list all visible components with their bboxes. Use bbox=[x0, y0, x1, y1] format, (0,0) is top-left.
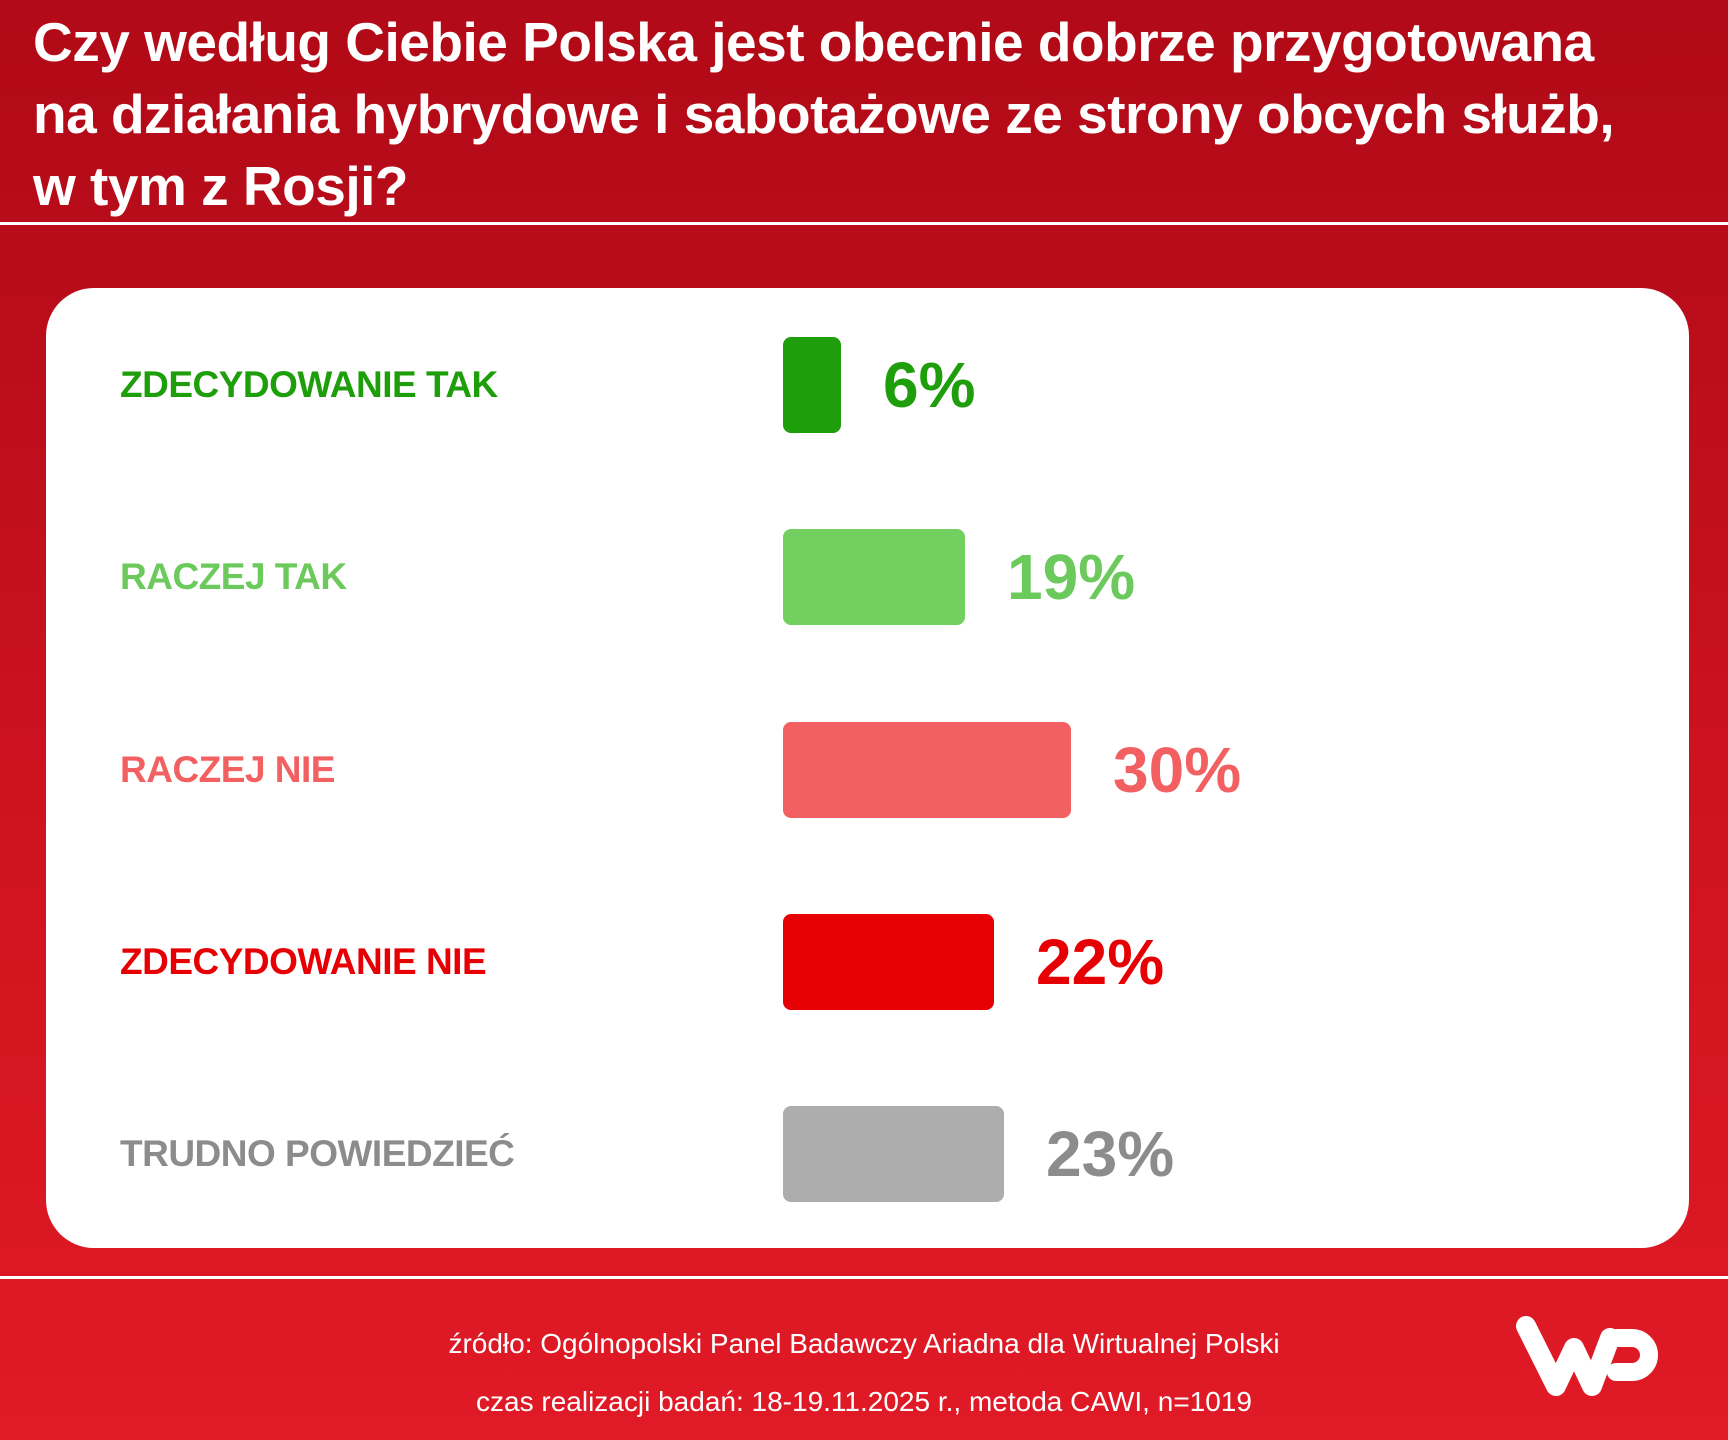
bar bbox=[783, 337, 841, 433]
title-line-3: w tym z Rosji? bbox=[33, 155, 409, 217]
bar bbox=[783, 914, 994, 1010]
value-label: 6% bbox=[883, 349, 976, 421]
footer: źródło: Ogólnopolski Panel Badawczy Aria… bbox=[0, 1315, 1728, 1431]
bar bbox=[783, 1106, 1004, 1202]
category-label: ZDECYDOWANIE TAK bbox=[120, 364, 498, 405]
wp-logo-icon bbox=[1512, 1312, 1658, 1402]
value-label: 23% bbox=[1046, 1118, 1175, 1190]
title-line-1: Czy według Ciebie Polska jest obecnie do… bbox=[33, 11, 1594, 73]
category-label: TRUDNO POWIEDZIEĆ bbox=[120, 1133, 515, 1174]
footer-divider bbox=[0, 1276, 1728, 1279]
bar-row: ZDECYDOWANIE TAK 6% bbox=[46, 337, 1689, 433]
chart-card: ZDECYDOWANIE TAK 6% RACZEJ TAK 19% RACZE… bbox=[46, 288, 1689, 1248]
chart-title: Czy według Ciebie Polska jest obecnie do… bbox=[33, 6, 1713, 222]
category-label: RACZEJ NIE bbox=[120, 749, 335, 790]
category-label: RACZEJ TAK bbox=[120, 556, 347, 597]
title-divider bbox=[0, 222, 1728, 225]
bar-row: RACZEJ NIE 30% bbox=[46, 722, 1689, 818]
value-label: 30% bbox=[1113, 734, 1242, 806]
category-label: ZDECYDOWANIE NIE bbox=[120, 941, 487, 982]
value-label: 19% bbox=[1007, 541, 1136, 613]
bar-row: ZDECYDOWANIE NIE 22% bbox=[46, 914, 1689, 1010]
bar-row: RACZEJ TAK 19% bbox=[46, 529, 1689, 625]
bar bbox=[783, 722, 1071, 818]
bar-row: TRUDNO POWIEDZIEĆ 23% bbox=[46, 1106, 1689, 1202]
bar bbox=[783, 529, 965, 625]
value-label: 22% bbox=[1036, 926, 1165, 998]
method-note: czas realizacji badań: 18-19.11.2025 r.,… bbox=[476, 1386, 1252, 1417]
title-line-2: na działania hybrydowe i sabotażowe ze s… bbox=[33, 83, 1615, 145]
source-note: źródło: Ogólnopolski Panel Badawczy Aria… bbox=[448, 1328, 1280, 1359]
